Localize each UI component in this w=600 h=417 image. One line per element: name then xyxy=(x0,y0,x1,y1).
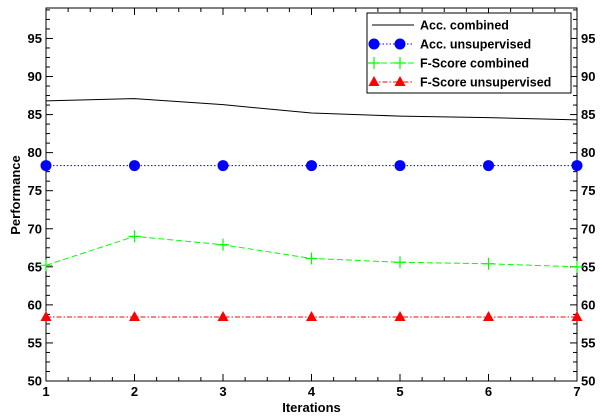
y-tick-label-right: 95 xyxy=(581,31,595,46)
data-point xyxy=(306,311,317,322)
y-tick-label: 95 xyxy=(28,31,42,46)
x-axis-title: Iterations xyxy=(282,400,341,415)
data-point xyxy=(571,160,583,172)
x-tick-label: 7 xyxy=(573,384,580,399)
data-point xyxy=(394,311,406,322)
legend-marker xyxy=(368,57,380,69)
y-tick-label: 55 xyxy=(28,335,42,350)
legend-marker xyxy=(394,76,406,86)
x-tick-label: 2 xyxy=(131,384,138,399)
data-point xyxy=(394,256,406,269)
legend-label: Acc. combined xyxy=(420,19,509,33)
series-acc-combined xyxy=(45,98,578,121)
series-f-score-unsupervised xyxy=(40,311,583,322)
data-point xyxy=(483,160,494,172)
legend-entry: F-Score unsupervised xyxy=(368,76,551,90)
legend-entry: Acc. unsupervised xyxy=(368,38,531,52)
x-tick-label: 6 xyxy=(485,384,492,399)
legend-label: F-Score unsupervised xyxy=(420,76,551,90)
y-tick-label-right: 70 xyxy=(581,221,595,236)
y-tick-label: 85 xyxy=(28,107,42,122)
x-tick-label: 5 xyxy=(396,384,403,399)
y-tick-label-right: 90 xyxy=(581,69,595,84)
y-tick-label-right: 50 xyxy=(581,374,595,389)
data-point xyxy=(306,160,317,172)
data-point xyxy=(571,311,583,322)
data-point xyxy=(217,160,229,172)
y-tick-label: 75 xyxy=(28,183,42,198)
y-tick-label-right: 60 xyxy=(581,297,595,312)
data-point xyxy=(129,311,140,322)
data-point xyxy=(129,160,140,172)
data-point xyxy=(217,238,229,251)
legend-entry: F-Score combined xyxy=(368,57,529,71)
y-tick-label-right: 80 xyxy=(581,145,595,160)
data-point xyxy=(40,160,52,172)
y-tick-label-right: 85 xyxy=(581,107,595,122)
y-tick-label: 60 xyxy=(28,297,42,312)
data-point xyxy=(571,260,583,273)
data-point xyxy=(394,160,406,172)
series-f-score-combined xyxy=(40,230,583,273)
y-tick-label-right: 65 xyxy=(581,259,595,274)
data-point xyxy=(217,311,229,322)
series-line xyxy=(45,98,578,121)
data-point xyxy=(483,311,494,322)
legend-marker xyxy=(368,38,380,50)
y-tick-label-right: 75 xyxy=(581,183,595,198)
y-tick-label: 50 xyxy=(28,374,42,389)
legend-entry: Acc. combined xyxy=(372,19,509,33)
data-point xyxy=(128,230,141,243)
y-tick-label: 70 xyxy=(28,221,42,236)
legend-marker xyxy=(394,38,406,50)
legend-marker xyxy=(394,57,406,69)
data-point xyxy=(305,252,318,265)
y-axis-title: Performance xyxy=(8,155,23,234)
series-group xyxy=(40,98,583,322)
legend-label: F-Score combined xyxy=(420,57,529,71)
data-point xyxy=(40,259,52,272)
y-tick-label-right: 55 xyxy=(581,335,595,350)
x-tick-label: 1 xyxy=(42,384,49,399)
legend: Acc. combined Acc. unsupervised F-Score co… xyxy=(366,12,572,94)
legend-label: Acc. unsupervised xyxy=(420,38,531,52)
series-acc-unsupervised xyxy=(40,160,583,172)
x-tick-label: 3 xyxy=(219,384,226,399)
data-point xyxy=(40,311,52,322)
data-point xyxy=(482,257,495,270)
x-tick-label: 4 xyxy=(308,384,316,399)
y-tick-label: 80 xyxy=(28,145,42,160)
legend-marker xyxy=(368,76,380,86)
y-tick-label: 90 xyxy=(28,69,42,84)
y-tick-label: 65 xyxy=(28,259,42,274)
